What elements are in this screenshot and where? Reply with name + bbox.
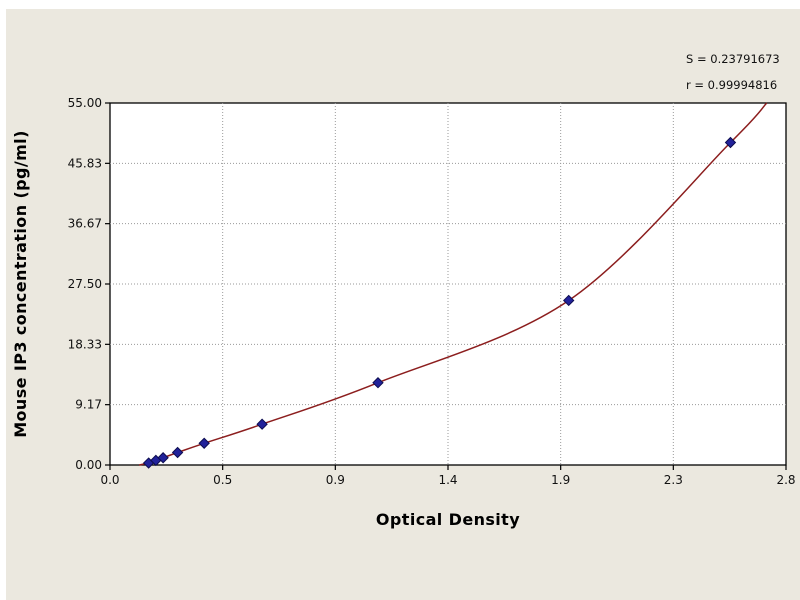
x-axis-title: Optical Density — [375, 510, 521, 529]
data-point-marker — [171, 446, 184, 459]
data-point-marker — [724, 136, 737, 149]
data-point-marker — [256, 418, 268, 430]
svg-text:36.67: 36.67 — [68, 217, 102, 231]
svg-text:18.33: 18.33 — [68, 337, 102, 351]
svg-text:0.9: 0.9 — [326, 473, 345, 487]
stat-correlation: r = 0.99994816 — [686, 78, 778, 92]
svg-text:9.17: 9.17 — [75, 398, 102, 412]
data-point-marker — [198, 437, 210, 449]
svg-text:2.8: 2.8 — [776, 473, 795, 487]
svg-text:55.00: 55.00 — [68, 96, 102, 110]
data-points-standards — [142, 136, 737, 469]
svg-text:45.83: 45.83 — [68, 156, 102, 170]
y-axis-title: Mouse IP3 concentration (pg/ml) — [11, 130, 30, 438]
data-point-marker — [563, 294, 575, 307]
stat-standard-error: S = 0.23791673 — [686, 52, 780, 66]
svg-text:0.00: 0.00 — [75, 458, 102, 472]
svg-text:2.3: 2.3 — [664, 473, 683, 487]
page-margin-left — [0, 0, 6, 600]
svg-text:0.5: 0.5 — [213, 473, 232, 487]
data-point-marker — [372, 377, 384, 389]
svg-text:0.0: 0.0 — [100, 473, 119, 487]
svg-text:1.9: 1.9 — [551, 473, 570, 487]
svg-text:1.4: 1.4 — [438, 473, 457, 487]
page-margin-top — [0, 0, 800, 9]
grid-lines — [110, 103, 786, 465]
data-point-marker — [157, 452, 169, 464]
y-tick-labels: 0.00 9.17 18.33 27.50 36.67 45.83 55.00 — [68, 96, 102, 472]
axis-ticks — [105, 102, 787, 470]
x-tick-labels: 0.0 0.5 0.9 1.4 1.9 2.3 2.8 — [100, 473, 795, 487]
fit-statistics: S = 0.23791673 r = 0.99994816 — [686, 46, 780, 98]
svg-text:27.50: 27.50 — [68, 277, 102, 291]
